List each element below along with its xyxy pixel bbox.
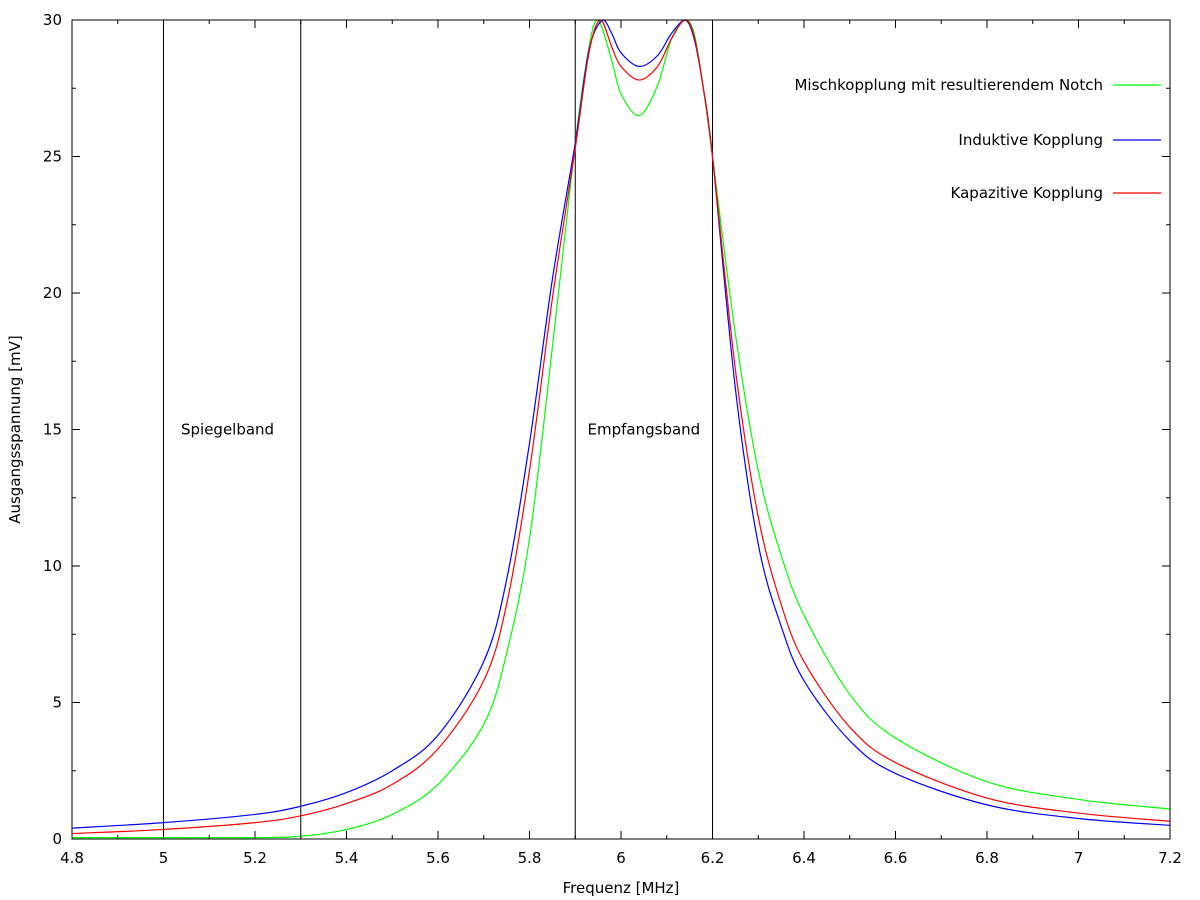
legend-label: Induktive Kopplung [958, 131, 1103, 149]
x-tick-label: 5.6 [426, 849, 450, 867]
tick-labels: 4.8 5 5.2 5.4 5.6 5.8 6 6.2 6.4 6.6 6.8 7 7.2 0 5 10 15 2… [43, 11, 1182, 867]
x-tick-label: 5.8 [518, 849, 542, 867]
annotations: Spiegelband Empfangsband [181, 421, 700, 439]
x-tick-label: 6.8 [975, 849, 999, 867]
x-tick-label: 7.2 [1158, 849, 1182, 867]
x-tick-label: 6.2 [701, 849, 725, 867]
legend-label: Mischkopplung mit resultierendem Notch [794, 76, 1103, 94]
y-axis-title: Ausgangsspannung [mV] [6, 335, 24, 524]
x-tick-label: 5.2 [243, 849, 267, 867]
x-tick-label: 4.8 [60, 849, 84, 867]
y-tick-label: 20 [43, 284, 62, 302]
axis-ticks [71, 19, 1171, 840]
x-tick-label: 6.6 [884, 849, 908, 867]
y-tick-label: 25 [43, 148, 62, 166]
legend: Mischkopplung mit resultierendem Notch In… [794, 76, 1161, 202]
series-line-0 [71, 19, 1171, 839]
y-tick-label: 5 [52, 694, 62, 712]
x-tick-label: 5 [159, 849, 169, 867]
y-tick-label: 10 [43, 557, 62, 575]
x-tick-label: 6.4 [792, 849, 816, 867]
band-label: Empfangsband [588, 421, 701, 439]
series-line-1 [71, 19, 1171, 829]
x-axis-title: Frequenz [MHz] [563, 879, 680, 897]
y-tick-label: 15 [43, 421, 62, 439]
series-group [71, 19, 1171, 839]
y-tick-label: 30 [43, 11, 62, 29]
x-tick-label: 6 [616, 849, 626, 867]
legend-label: Kapazitive Kopplung [951, 184, 1103, 202]
band-label: Spiegelband [181, 421, 274, 439]
x-tick-label: 7 [1074, 849, 1084, 867]
y-tick-label: 0 [52, 830, 62, 848]
x-tick-label: 5.4 [335, 849, 359, 867]
series-line-2 [71, 19, 1171, 835]
